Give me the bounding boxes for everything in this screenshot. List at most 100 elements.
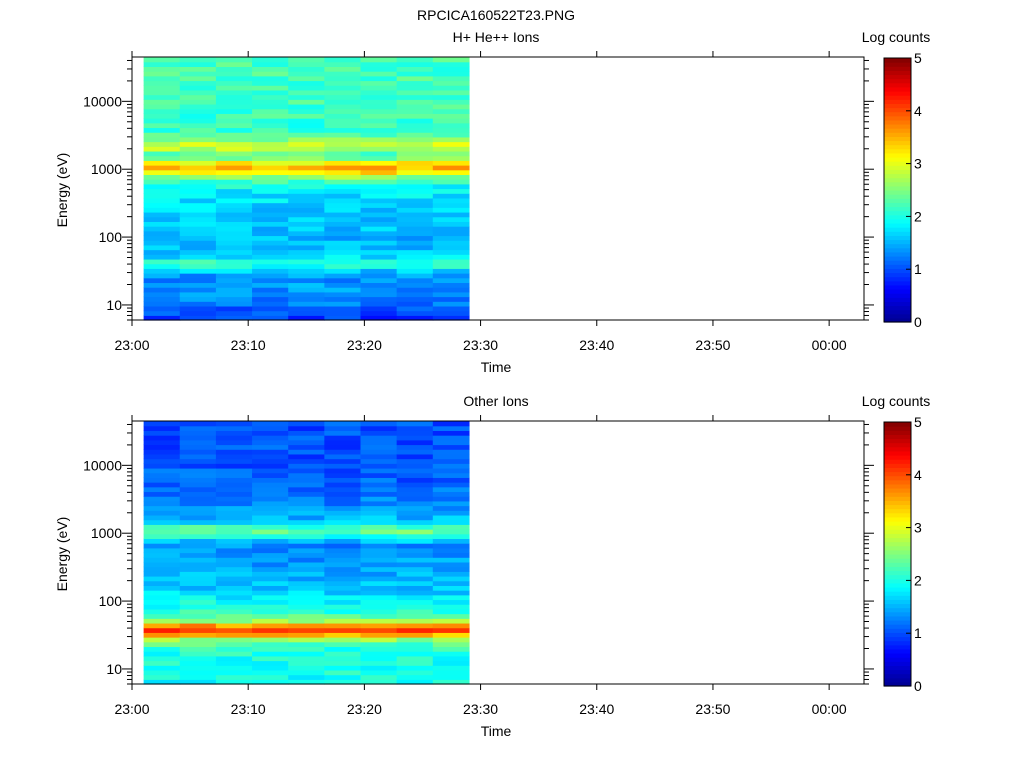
heatmap-cell xyxy=(432,310,470,316)
heatmap-cell xyxy=(324,599,362,605)
heatmap-cell xyxy=(396,113,434,119)
y-tick-label: 1000 xyxy=(91,161,122,177)
heatmap-cell xyxy=(252,216,289,222)
heatmap-cell xyxy=(179,296,217,302)
y-tick-label: 100 xyxy=(99,593,123,609)
heatmap-cell xyxy=(215,472,253,478)
heatmap-cell xyxy=(432,108,470,114)
heatmap-cell xyxy=(396,580,434,586)
heatmap-cell xyxy=(252,94,289,100)
heatmap-cell xyxy=(288,425,325,431)
heatmap-cell xyxy=(143,230,181,237)
heatmap-cell xyxy=(215,226,253,232)
colorbar-segment xyxy=(884,284,911,290)
colorbar-segment xyxy=(884,313,911,319)
heatmap-cell xyxy=(432,75,470,82)
colorbar-segment xyxy=(884,128,911,133)
heatmap-cell xyxy=(360,118,398,124)
heatmap-cell xyxy=(432,618,470,624)
x-axis-label: Time xyxy=(481,723,512,739)
heatmap-cell xyxy=(324,496,362,502)
heatmap-cell xyxy=(396,632,434,638)
heatmap-cell xyxy=(179,641,217,648)
heatmap-cell xyxy=(288,421,325,427)
heatmap-cell xyxy=(143,66,181,72)
heatmap-cell xyxy=(432,221,470,227)
heatmap-cell xyxy=(324,669,362,676)
heatmap-cell xyxy=(215,315,253,321)
heatmap-cell xyxy=(288,641,325,648)
heatmap-cell xyxy=(252,221,289,227)
heatmap-cell xyxy=(288,590,325,596)
colorbar-segment xyxy=(884,578,911,584)
heatmap-cell xyxy=(215,444,253,450)
heatmap-cell xyxy=(143,449,181,455)
heatmap-cell xyxy=(396,254,434,260)
heatmap-cell xyxy=(396,627,434,633)
heatmap-cell xyxy=(324,80,362,86)
heatmap-cell xyxy=(360,477,398,483)
heatmap-cell xyxy=(215,482,253,488)
heatmap-cell xyxy=(143,315,181,321)
heatmap-cell xyxy=(324,315,362,321)
colorbar-segment xyxy=(884,256,911,261)
heatmap-cell xyxy=(324,226,362,232)
heatmap-cell xyxy=(179,655,217,662)
heatmap-cell xyxy=(179,66,217,72)
heatmap-cell xyxy=(396,604,434,610)
y-axis-label: Energy (eV) xyxy=(54,517,70,592)
colorbar-segment xyxy=(884,545,911,551)
heatmap-cell xyxy=(215,263,253,269)
heatmap-cell xyxy=(252,197,289,204)
heatmap-cell xyxy=(288,226,325,232)
heatmap-cell xyxy=(288,263,325,269)
heatmap-cell xyxy=(324,287,362,293)
heatmap-cell xyxy=(252,287,289,293)
colorbar-segment xyxy=(884,570,911,576)
heatmap-cell xyxy=(179,491,217,497)
heatmap-cell xyxy=(396,594,434,601)
heatmap-cell xyxy=(215,169,253,176)
heatmap-cell xyxy=(432,61,470,67)
heatmap-cell xyxy=(360,146,398,152)
heatmap-cell xyxy=(396,188,434,194)
heatmap-cell xyxy=(360,254,398,260)
heatmap-cell xyxy=(179,627,217,633)
heatmap-cell xyxy=(215,85,253,91)
colorbar-segment xyxy=(884,66,911,71)
heatmap-cell xyxy=(360,188,398,194)
heatmap-cell xyxy=(215,132,253,138)
heatmap-cell xyxy=(324,533,362,540)
heatmap-cell xyxy=(360,439,398,446)
heatmap-cell xyxy=(215,580,253,586)
heatmap-cell xyxy=(215,679,253,685)
heatmap-cell xyxy=(396,66,434,72)
heatmap-cell xyxy=(432,211,470,218)
heatmap-cell xyxy=(179,651,217,657)
colorbar-segment xyxy=(884,599,911,605)
heatmap-cell xyxy=(360,108,398,114)
heatmap-cell xyxy=(215,296,253,302)
heatmap-cell xyxy=(143,467,181,474)
colorbar-segment xyxy=(884,566,911,572)
heatmap-cell xyxy=(143,94,181,100)
heatmap-cell xyxy=(143,491,181,497)
heatmap-cell xyxy=(215,641,253,648)
heatmap-cell xyxy=(432,315,470,321)
heatmap-cell xyxy=(432,557,470,563)
heatmap-cell xyxy=(396,599,434,605)
heatmap-cell xyxy=(360,585,398,591)
heatmap-cell xyxy=(324,57,362,63)
heatmap-cell xyxy=(252,240,289,246)
heatmap-cell xyxy=(324,85,362,91)
heatmap-cell xyxy=(179,430,217,436)
heatmap-cell xyxy=(252,467,289,474)
heatmap-cell xyxy=(324,510,362,516)
heatmap-cell xyxy=(143,622,181,629)
heatmap-cell xyxy=(324,160,362,166)
heatmap-cell xyxy=(179,155,217,161)
heatmap-cell xyxy=(432,202,470,208)
heatmap-cell xyxy=(324,618,362,624)
heatmap-cell xyxy=(324,94,362,100)
heatmap-cell xyxy=(360,575,398,582)
